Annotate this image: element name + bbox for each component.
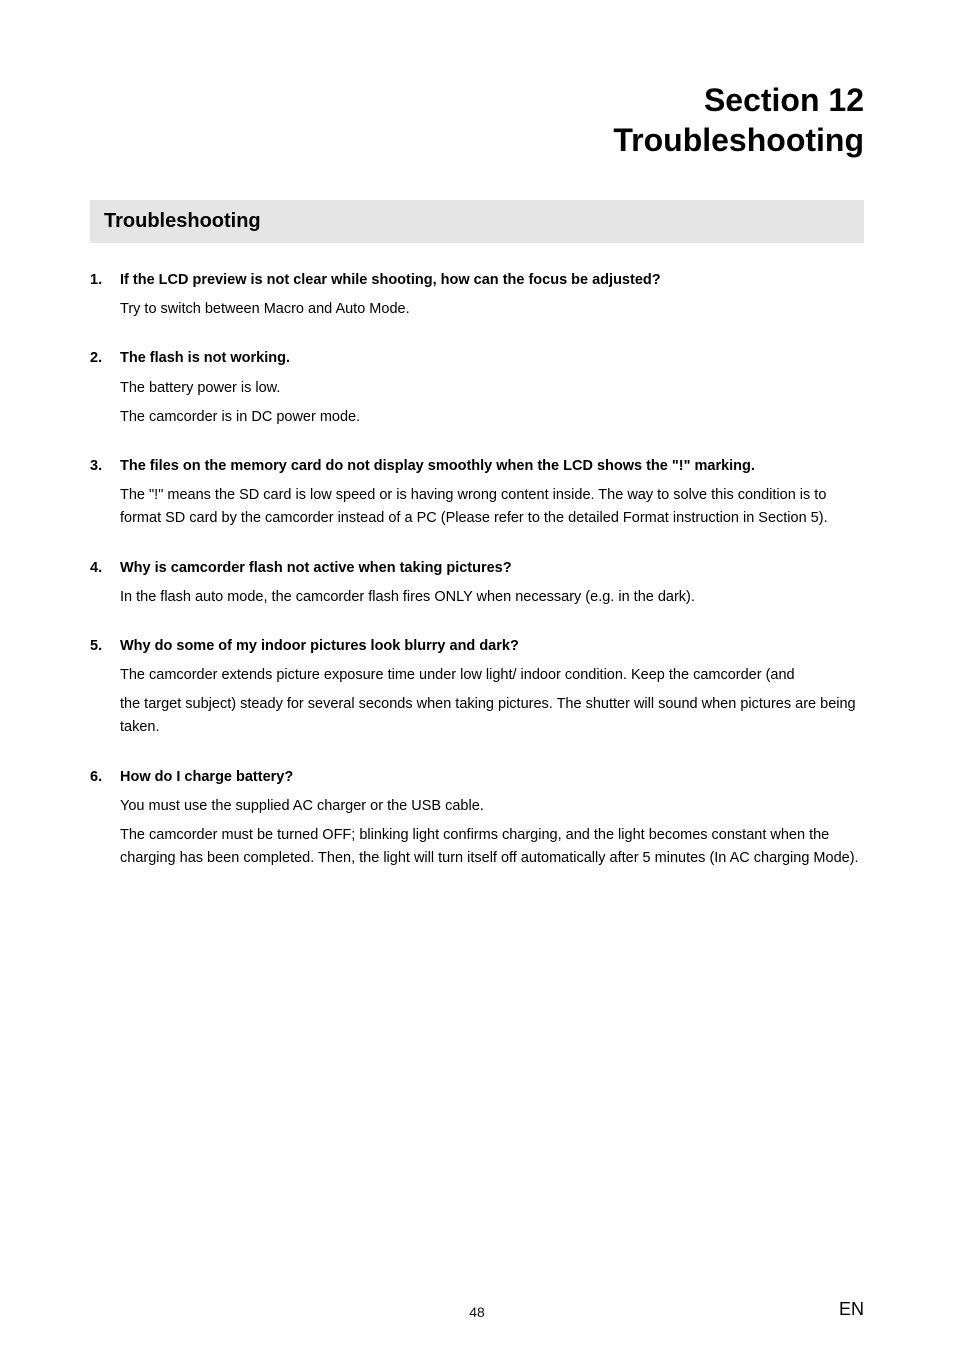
faq-question-text: Why do some of my indoor pictures look b…	[120, 635, 519, 658]
faq-answer: The battery power is low. The camcorder …	[90, 377, 864, 429]
faq-answer-line: The camcorder is in DC power mode.	[120, 406, 864, 429]
faq-question: 6. How do I charge battery?	[90, 766, 864, 789]
page-number: 48	[90, 1304, 864, 1320]
faq-answer-line: You must use the supplied AC charger or …	[120, 795, 864, 818]
faq-answer: The camcorder extends picture exposure t…	[90, 664, 864, 740]
faq-number: 4.	[90, 557, 120, 580]
language-indicator: EN	[839, 1299, 864, 1320]
faq-question: 3. The files on the memory card do not d…	[90, 455, 864, 478]
faq-item: 4. Why is camcorder flash not active whe…	[90, 557, 864, 609]
faq-number: 2.	[90, 347, 120, 370]
faq-answer-line: The camcorder extends picture exposure t…	[120, 664, 864, 687]
faq-answer: The "!" means the SD card is low speed o…	[90, 484, 864, 530]
faq-item: 6. How do I charge battery? You must use…	[90, 766, 864, 871]
faq-question-text: Why is camcorder flash not active when t…	[120, 557, 512, 580]
faq-question: 5. Why do some of my indoor pictures loo…	[90, 635, 864, 658]
faq-item: 3. The files on the memory card do not d…	[90, 455, 864, 531]
faq-answer-line: The battery power is low.	[120, 377, 864, 400]
faq-answer: You must use the supplied AC charger or …	[90, 795, 864, 871]
title-line-2: Troubleshooting	[613, 122, 864, 158]
faq-answer-line: The camcorder must be turned OFF; blinki…	[120, 824, 864, 870]
faq-question: 1. If the LCD preview is not clear while…	[90, 269, 864, 292]
faq-question-text: The files on the memory card do not disp…	[120, 455, 755, 478]
title-line-1: Section 12	[704, 82, 864, 118]
faq-item: 1. If the LCD preview is not clear while…	[90, 269, 864, 321]
document-page: Section 12 Troubleshooting Troubleshooti…	[0, 0, 954, 1350]
faq-answer: In the flash auto mode, the camcorder fl…	[90, 586, 864, 609]
faq-number: 1.	[90, 269, 120, 292]
faq-answer: Try to switch between Macro and Auto Mod…	[90, 298, 864, 321]
faq-answer-line: In the flash auto mode, the camcorder fl…	[120, 586, 864, 609]
faq-number: 5.	[90, 635, 120, 658]
faq-number: 3.	[90, 455, 120, 478]
faq-item: 5. Why do some of my indoor pictures loo…	[90, 635, 864, 740]
faq-answer-line: Try to switch between Macro and Auto Mod…	[120, 298, 864, 321]
faq-question: 2. The flash is not working.	[90, 347, 864, 370]
section-heading: Troubleshooting	[90, 200, 864, 243]
page-title: Section 12 Troubleshooting	[90, 80, 864, 160]
faq-question-text: How do I charge battery?	[120, 766, 293, 789]
faq-item: 2. The flash is not working. The battery…	[90, 347, 864, 429]
faq-answer-line: the target subject) steady for several s…	[120, 693, 864, 739]
faq-number: 6.	[90, 766, 120, 789]
faq-answer-line: The "!" means the SD card is low speed o…	[120, 484, 864, 530]
page-footer: 48 EN	[0, 1304, 954, 1320]
faq-question-text: The flash is not working.	[120, 347, 290, 370]
faq-question-text: If the LCD preview is not clear while sh…	[120, 269, 661, 292]
faq-question: 4. Why is camcorder flash not active whe…	[90, 557, 864, 580]
